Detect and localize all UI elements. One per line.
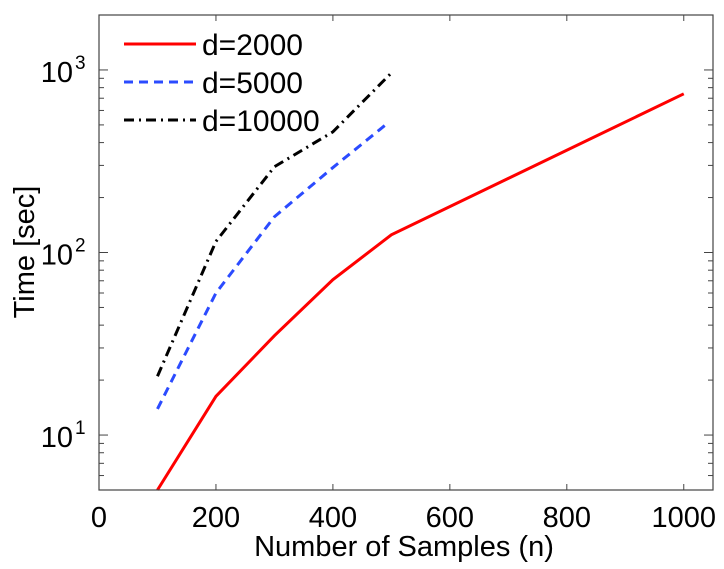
y-tick-label: 10 1 (41, 418, 86, 454)
x-tick-label: 800 (543, 502, 591, 534)
x-tick-label: 200 (192, 502, 240, 534)
series-line-d=5000 (156, 123, 387, 410)
legend-label: d=2000 (202, 29, 303, 62)
x-tick-label: 1000 (652, 502, 717, 534)
x-tick-label: 400 (309, 502, 357, 534)
axes-box (98, 14, 714, 491)
y-tick-label: 10 3 (41, 53, 86, 89)
legend-label: d=10000 (202, 105, 320, 138)
y-tick-label: 10 2 (41, 236, 86, 272)
x-tick-label: 600 (426, 502, 474, 534)
series-line-d=2000 (156, 92, 685, 491)
legend-label: d=5000 (202, 67, 303, 100)
series-line-d=10000 (156, 71, 393, 377)
y-axis-label: Time [sec] (9, 186, 41, 319)
x-axis-label: Number of Samples (n) (254, 531, 554, 563)
legend: d=2000 d=5000 d=10000 (124, 29, 320, 138)
x-tick-label: 0 (91, 502, 107, 534)
